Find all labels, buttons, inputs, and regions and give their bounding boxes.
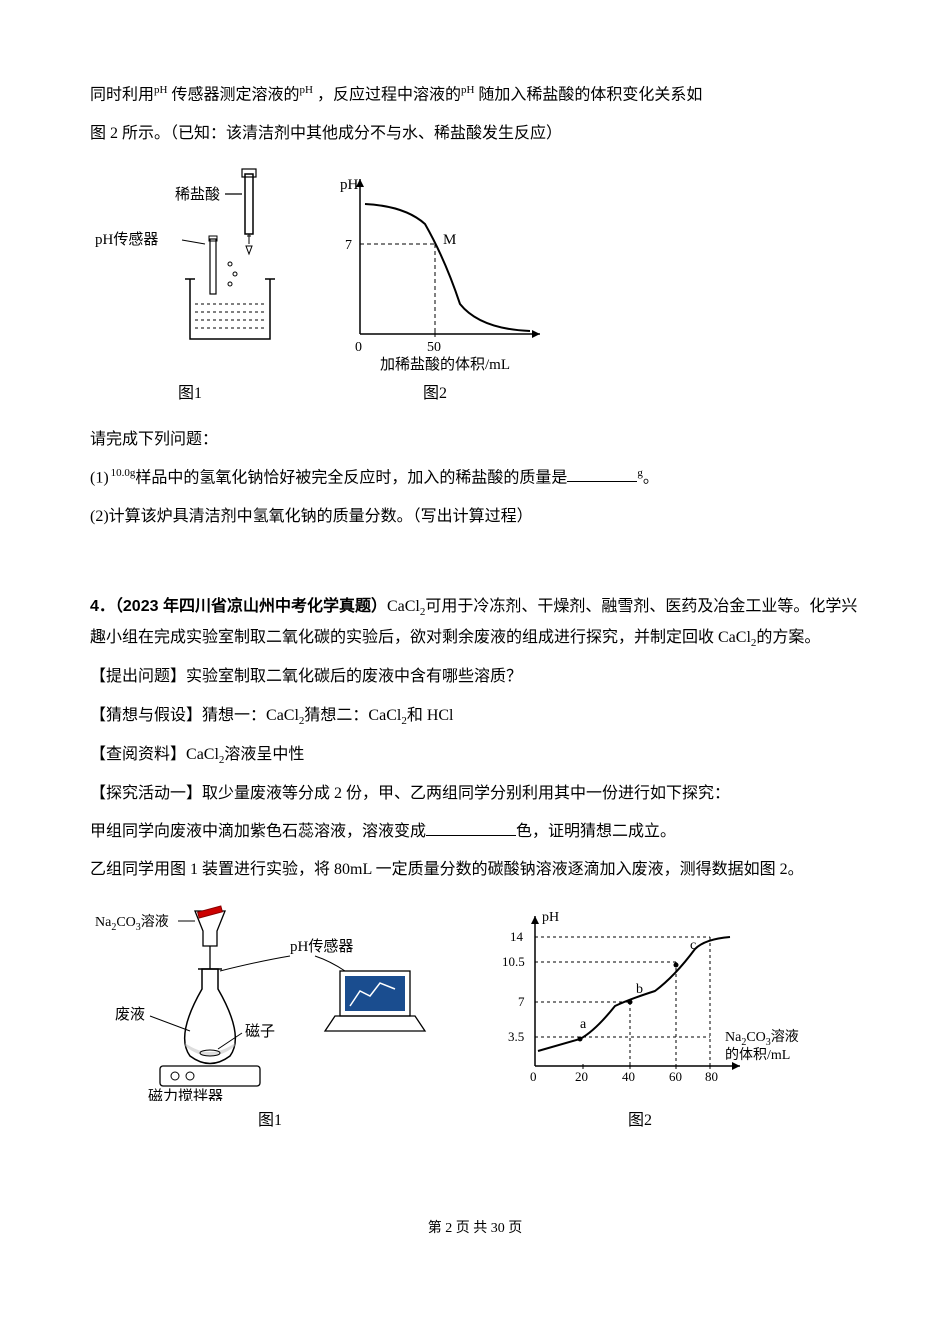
fig2-y7: 7 [345, 238, 352, 253]
fig4-y14: 14 [510, 929, 524, 944]
s1-title: 【提出问题】 [90, 668, 186, 685]
fig4-x20: 20 [575, 1069, 588, 1084]
para-intro-line2: 图 2 所示。（已知：该清洁剂中其他成分不与水、稀盐酸发生反应） [90, 119, 860, 149]
s2-b3: 和 HCl [407, 707, 454, 724]
question-1: (1)10.0g样品中的氢氧化钠恰好被完全反应时，加入的稀盐酸的质量是 g。 [90, 463, 860, 494]
figure4-box: pH 14 10.5 7 3.5 0 20 40 60 80 [480, 901, 800, 1136]
ph-sup3: pH [461, 84, 474, 96]
figure-row-2: Na2CO3溶液 废液 磁子 磁力搅拌器 pH传感器 [90, 901, 860, 1136]
figure3-svg: Na2CO3溶液 废液 磁子 磁力搅拌器 pH传感器 [90, 901, 450, 1101]
fig2-xlabel: 加稀盐酸的体积/mL [380, 356, 510, 373]
s2-title: 【猜想与假设】 [90, 707, 202, 724]
jia-b1: 甲组同学向废液中滴加紫色石蕊溶液，溶液变成 [90, 823, 426, 840]
fig4-y7: 7 [518, 994, 525, 1009]
q1-suffix: 。 [643, 469, 659, 486]
fig2-caption: 图2 [423, 379, 447, 409]
p4-src: （2023 年四川省凉山州中考化学真题） [115, 598, 387, 615]
figure1-svg: 稀盐酸 pH传感器 [90, 164, 290, 374]
para-intro-line1: 同时利用pH 传感器测定溶液的pH ，反应过程中溶液的pH 随加入稀盐酸的体积变… [90, 80, 860, 111]
fig1-sensor-label: pH传感器 [95, 231, 158, 248]
fig4-y105: 10.5 [502, 954, 525, 969]
text-seg: 随加入稀盐酸的体积变化关系如 [478, 86, 702, 103]
page-footer: 第 2 页 共 30 页 [90, 1216, 860, 1243]
q1-blank [567, 465, 637, 483]
para-questions-prompt: 请完成下列问题： [90, 425, 860, 455]
figure-row-1: 稀盐酸 pH传感器 [90, 164, 860, 409]
fig2-x50: 50 [427, 340, 441, 355]
figure1-box: 稀盐酸 pH传感器 [90, 164, 290, 409]
ph-sup2: pH [299, 84, 312, 96]
problem-4: 4．（2023 年四川省凉山州中考化学真题）CaCl2可用于冷冻剂、干燥剂、融雪… [90, 592, 860, 654]
fig4-y35: 3.5 [508, 1029, 524, 1044]
fig1-hcl-label: 稀盐酸 [175, 186, 220, 203]
text-seg: 同时利用 [90, 86, 154, 103]
section-reference: 【查阅资料】CaCl2溶液呈中性 [90, 740, 860, 771]
s3-title: 【查阅资料】 [90, 746, 186, 763]
s1-body: 实验室制取二氧化碳后的废液中含有哪些溶质？ [186, 668, 522, 685]
fig4-a: a [580, 1017, 587, 1032]
q1-prefix: (1) [90, 469, 109, 486]
jia-b2: 色，证明猜想二成立。 [516, 823, 676, 840]
s4-body: 取少量废液等分成 2 份，甲、乙两组同学分别利用其中一份进行如下探究： [202, 785, 730, 802]
s2-b1: 猜想一：CaCl [202, 707, 299, 724]
fig4-xlabel2: 的体积/mL [725, 1047, 790, 1063]
s2-b2: 猜想二：CaCl [304, 707, 401, 724]
group-yi: 乙组同学用图 1 装置进行实验，将 80mL 一定质量分数的碳酸钠溶液逐滴加入废… [90, 855, 860, 885]
question-2: (2)计算该炉具清洁剂中氢氧化钠的质量分数。（写出计算过程） [90, 502, 860, 532]
section-hypothesis: 【猜想与假设】猜想一：CaCl2猜想二：CaCl2和 HCl [90, 701, 860, 732]
figure2-svg: pH 7 M 0 50 加稀盐酸的体积/mL [310, 164, 560, 374]
figure4-svg: pH 14 10.5 7 3.5 0 20 40 60 80 [480, 901, 800, 1101]
fig2-x0: 0 [355, 340, 362, 355]
q1-unit: g [637, 467, 643, 479]
fig3-waste: 废液 [115, 1006, 145, 1023]
figure2-box: pH 7 M 0 50 加稀盐酸的体积/mL 图2 [310, 164, 560, 409]
fig4-x60: 60 [669, 1069, 682, 1084]
q1-mid: 样品中的氢氧化钠恰好被完全反应时，加入的稀盐酸的质量是 [135, 469, 567, 486]
ph-sup1: pH [154, 84, 167, 96]
jia-blank [426, 819, 516, 837]
fig4-c: c [690, 938, 696, 953]
p4-b1: CaCl [387, 598, 420, 615]
p4-num: 4． [90, 598, 115, 615]
fig3-sensor: pH传感器 [290, 938, 353, 955]
fig3-stirrer: 磁力搅拌器 [148, 1088, 223, 1101]
fig2-ylabel: pH [340, 177, 359, 193]
figure3-box: Na2CO3溶液 废液 磁子 磁力搅拌器 pH传感器 [90, 901, 450, 1136]
section-activity: 【探究活动一】取少量废液等分成 2 份，甲、乙两组同学分别利用其中一份进行如下探… [90, 779, 860, 809]
group-jia: 甲组同学向废液中滴加紫色石蕊溶液，溶液变成 色，证明猜想二成立。 [90, 817, 860, 847]
s3-b1: CaCl [186, 746, 219, 763]
fig3-na2co3: Na2CO3溶液 [95, 914, 169, 933]
fig4-xlabel1: Na2CO3溶液 [725, 1029, 799, 1048]
p4-b3: 的方案。 [756, 629, 820, 646]
q1-mass: 10.0g [111, 467, 136, 479]
fig4-x0: 0 [530, 1069, 537, 1084]
fig4-ylabel: pH [542, 910, 559, 925]
section-question: 【提出问题】实验室制取二氧化碳后的废液中含有哪些溶质？ [90, 662, 860, 692]
fig2-m: M [443, 232, 456, 248]
fig4-caption: 图2 [628, 1106, 652, 1136]
fig4-x40: 40 [622, 1069, 635, 1084]
fig3-cizi: 磁子 [245, 1023, 275, 1040]
s4-title: 【探究活动一】 [90, 785, 202, 802]
fig4-b: b [636, 982, 643, 997]
text-seg: ，反应过程中溶液的 [317, 86, 461, 103]
s3-b2: 溶液呈中性 [224, 746, 304, 763]
fig3-caption: 图1 [258, 1106, 282, 1136]
fig4-x80: 80 [705, 1069, 718, 1084]
fig1-caption: 图1 [178, 379, 202, 409]
text-seg: 传感器测定溶液的 [171, 86, 299, 103]
